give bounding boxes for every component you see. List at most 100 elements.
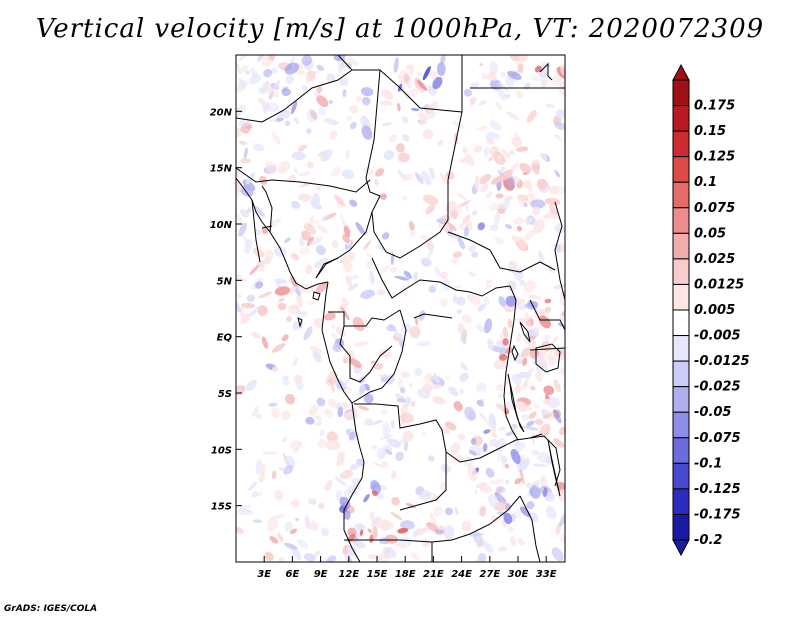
field-cell [381,122,393,126]
field-cell [544,334,551,341]
field-cell [284,237,291,243]
field-cell [327,398,337,408]
border-drc-east [503,285,519,441]
field-cell [397,152,410,163]
colorbar-top-arrow [672,63,690,81]
field-cell [463,456,474,467]
field-cell [349,358,362,368]
field-cell [490,70,497,82]
field-cell [493,359,509,370]
field-cell [459,362,469,371]
field-cell [390,252,395,266]
field-cell [508,260,518,270]
field-cell [346,115,353,121]
lat-tick-label: 10S [211,445,232,456]
field-cell [380,193,387,200]
field-cell [361,96,371,106]
field-cell [324,480,333,492]
field-cell [471,210,478,216]
field-cell [414,172,424,184]
field-cell [426,110,437,119]
field-cell [246,294,255,302]
field-cell [297,312,309,318]
field-cell [283,379,290,386]
field-cell [555,108,565,119]
field-cell [337,60,345,74]
field-cell [553,284,565,290]
field-cell [304,515,311,529]
field-cell [288,304,301,315]
field-cell [428,384,443,389]
field-cell [282,437,288,443]
field-cell [388,134,398,143]
field-cell [425,203,436,215]
field-cell [313,69,322,74]
field-cell [303,223,317,235]
field-cell [249,264,260,276]
field-cell [422,66,431,81]
field-cell [432,372,440,384]
field-cell [323,118,339,126]
field-cell [313,317,324,329]
field-cell [437,139,444,146]
field-cell [506,280,517,292]
field-cell [528,294,542,300]
field-cell [522,425,539,431]
field-cell [348,431,356,441]
field-cell [381,232,390,240]
field-cell [534,65,542,73]
field-cell [326,431,338,443]
field-cell [410,107,420,112]
field-cell [516,371,532,379]
field-cell [554,122,565,130]
field-cell [402,133,410,142]
colorbar-bin [672,335,690,362]
field-cell [372,445,377,450]
field-cell [505,295,517,307]
field-cell [368,420,384,426]
field-cell [375,168,385,177]
field-cell [536,426,542,436]
field-cell [292,357,299,368]
field-cell [495,193,504,199]
country-boundaries [236,55,565,562]
border-malawi-tanzania [529,435,561,487]
field-cell [334,194,346,207]
field-cell [328,378,334,384]
field-cell [505,347,513,354]
field-cell [347,283,359,291]
field-cell [409,382,413,387]
field-cell [389,266,398,273]
page-title: Vertical velocity [m/s] at 1000hPa, VT: … [35,14,765,44]
field-cell [416,341,431,347]
field-cell [284,393,295,405]
field-cell [242,179,256,192]
field-cell [301,55,313,66]
border-niger-libya [337,55,353,71]
field-cell [349,199,358,207]
coastline-red-sea [539,62,553,81]
field-cell [517,62,524,72]
field-cell [491,515,500,523]
field-cell [421,538,431,548]
field-cell [489,438,499,448]
field-cell [354,523,366,531]
field-cell [405,502,416,509]
colorbar-bin [672,462,690,490]
field-cell [457,433,466,441]
field-cell [409,325,421,339]
map-frame [235,54,566,563]
border-cameroon-congo [328,309,401,327]
field-cell [346,275,360,280]
field-cell [315,245,326,255]
field-cell [251,490,258,498]
field-cell [403,440,409,452]
field-cell [504,463,509,469]
field-cell [477,222,486,231]
field-cell [483,296,490,306]
field-cell [392,335,402,342]
field-cell [518,55,528,62]
field-cell [439,172,451,186]
field-cell [306,108,318,123]
field-cell [297,144,308,152]
